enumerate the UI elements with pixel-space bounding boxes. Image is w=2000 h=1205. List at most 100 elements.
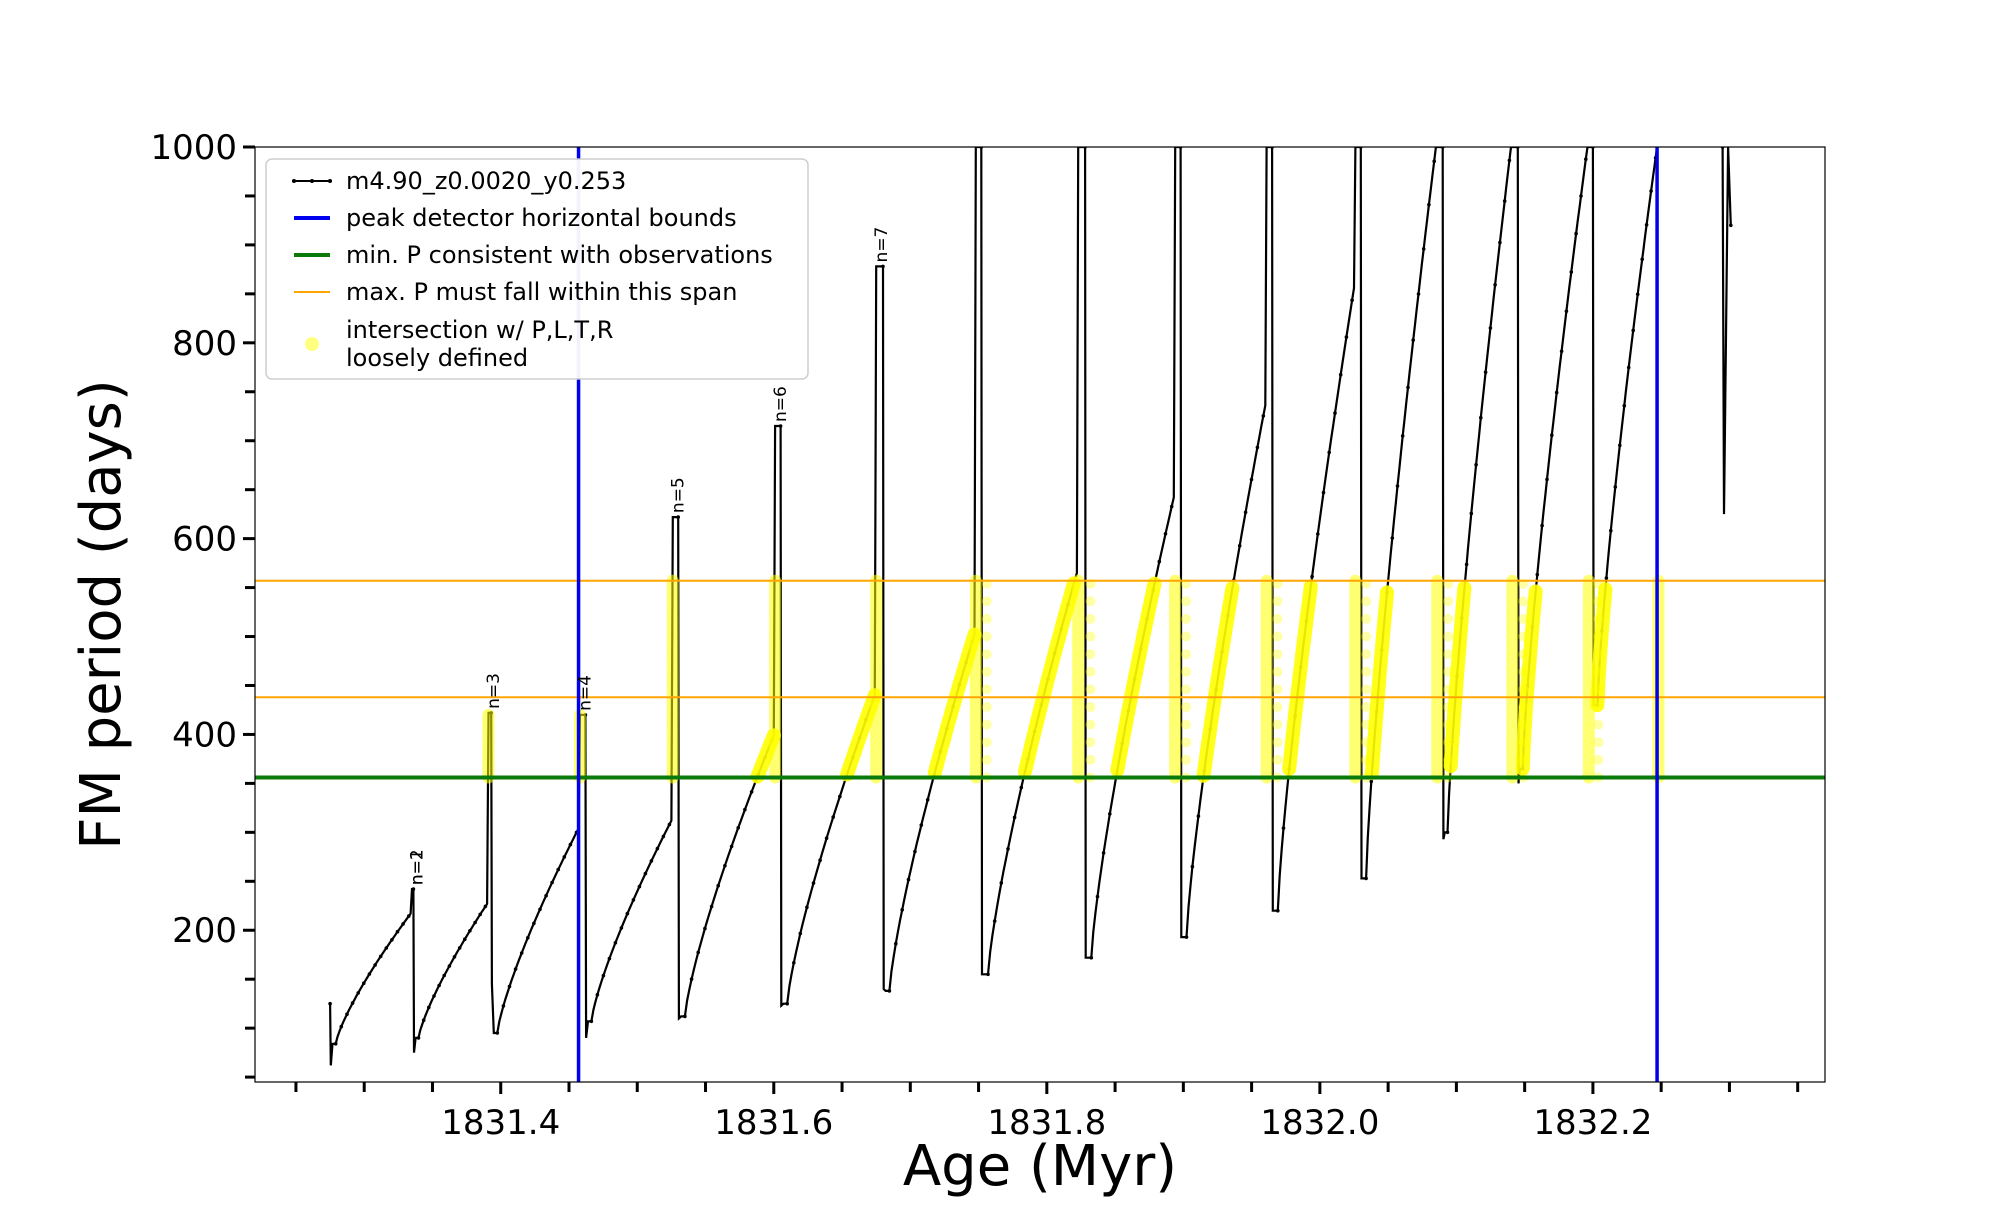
series-point — [437, 983, 441, 988]
intersection-point — [1085, 737, 1096, 748]
series-point — [362, 981, 366, 985]
series-point — [1618, 443, 1622, 448]
series-point — [411, 887, 416, 891]
series-point — [373, 963, 377, 967]
series-point — [1554, 390, 1559, 395]
intersection-point — [1085, 666, 1096, 677]
series-point — [894, 941, 898, 946]
series-point — [519, 951, 524, 955]
legend-label: max. P must fall within this span — [346, 278, 737, 306]
series-point — [703, 926, 707, 931]
series-point — [1316, 532, 1320, 536]
series-point — [689, 977, 694, 981]
series-point — [345, 1012, 349, 1016]
series-point — [457, 946, 462, 950]
series-point — [328, 1001, 332, 1006]
series-point — [421, 1018, 426, 1022]
series-point — [1321, 490, 1326, 495]
series-point — [1416, 292, 1421, 296]
series-point — [1157, 559, 1162, 564]
intersection-arc — [1364, 585, 1394, 781]
series-point — [1464, 562, 1469, 567]
series-point — [483, 904, 488, 909]
series-point — [1474, 462, 1478, 467]
intersection-point — [1593, 649, 1604, 660]
series-point — [1411, 338, 1415, 342]
series-point — [1649, 189, 1653, 193]
y-tick-label: 1000 — [150, 128, 237, 168]
intersection-point — [1361, 702, 1372, 712]
intersection-point — [1181, 613, 1192, 624]
series-point — [1644, 223, 1649, 227]
series-point — [589, 1019, 594, 1024]
series-point — [619, 926, 624, 930]
intersection-point — [981, 684, 992, 695]
intersection-point — [981, 649, 992, 660]
series-point — [900, 908, 904, 912]
series-point — [1729, 223, 1733, 228]
series-point — [595, 992, 600, 997]
series-point — [736, 826, 740, 830]
series-point — [550, 880, 554, 885]
legend-swatch-marker — [305, 337, 319, 351]
series-point — [1540, 523, 1544, 528]
series-point — [716, 883, 720, 888]
series-point — [1249, 477, 1254, 482]
intersection-point — [1272, 596, 1283, 607]
intersection-point — [1085, 596, 1096, 607]
axes-layer: 200 400 600 800 1000 1831.4 1831.6 1831.8 1832.0… — [69, 128, 1826, 1199]
legend-swatch-dot — [292, 179, 296, 183]
series-point — [1281, 826, 1286, 830]
series-point — [1369, 779, 1374, 784]
series-point — [1421, 247, 1426, 251]
series-point — [501, 1004, 506, 1008]
intersection-point — [1518, 631, 1529, 642]
series-point — [463, 937, 467, 941]
series-point — [384, 946, 389, 950]
intersection-point — [1518, 596, 1529, 607]
intersection-point — [1593, 702, 1604, 712]
series-point — [1333, 411, 1337, 415]
series-point — [395, 929, 400, 934]
series-point — [538, 907, 542, 912]
intersection-point — [1593, 737, 1604, 748]
intersection-point — [1443, 754, 1454, 765]
series-point — [1604, 576, 1609, 580]
series-point — [1574, 231, 1578, 236]
series-point — [1498, 240, 1502, 245]
series-point — [683, 1014, 687, 1019]
intersection-point — [1443, 649, 1454, 660]
series-point — [1327, 450, 1331, 455]
series-point — [986, 972, 990, 977]
series-point — [992, 919, 997, 923]
series-point — [1344, 335, 1349, 339]
series-point — [1108, 812, 1112, 816]
series-point — [643, 871, 648, 876]
series-point — [1622, 403, 1627, 408]
legend-label: m4.90_z0.0020_y0.253 — [346, 167, 626, 195]
intersection-point — [981, 702, 992, 712]
series-point — [562, 855, 567, 859]
intersection-point — [1272, 649, 1283, 660]
legend-label: intersection w/ P,L,T,R — [346, 316, 613, 344]
series-point — [1243, 510, 1248, 515]
series-point — [631, 898, 636, 902]
intersection-arc — [1282, 579, 1318, 776]
series-point — [1635, 292, 1640, 297]
intersection-arc — [840, 688, 882, 782]
series-point — [1395, 484, 1400, 488]
intersection-point — [1181, 631, 1192, 642]
series-point — [333, 1042, 338, 1046]
series-point — [407, 914, 411, 918]
cycle-label: n=1 — [408, 849, 428, 885]
series-point — [468, 929, 472, 933]
x-axis-title: Age (Myr) — [903, 1134, 1177, 1199]
intersection-point — [1272, 737, 1283, 748]
cycle-label: n=4 — [576, 675, 596, 711]
x-tick-label: 1831.6 — [714, 1103, 833, 1143]
legend-swatch-dot — [328, 179, 332, 183]
cycle-label: n=3 — [484, 673, 504, 709]
series-point — [473, 920, 477, 925]
